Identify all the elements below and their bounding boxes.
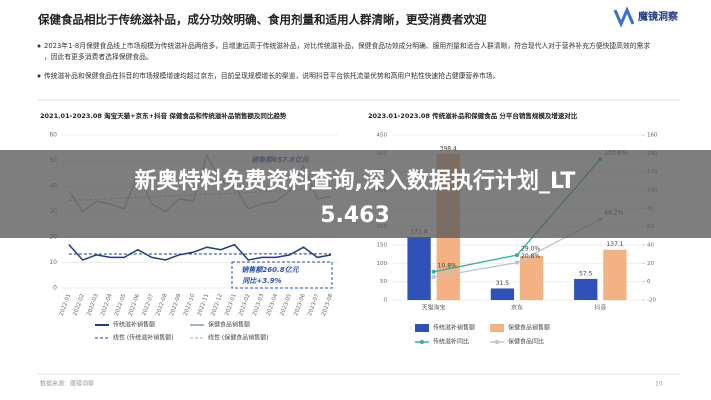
legend-dot [420, 340, 424, 344]
data-label: 29.0% [521, 246, 540, 253]
legend-label: 传统滋补销售额 [113, 321, 155, 329]
legend-label: 线性 (保健食品销售额) [208, 334, 269, 342]
legend-label: 线性 (传统滋补销售额) [113, 334, 174, 342]
chart-title: 2023.01-2023.08 传统滋补品和保健食品 分平台销售规模及增速对比 [368, 111, 578, 120]
y2-tick-label: 0 [647, 279, 651, 285]
line-point [515, 260, 519, 265]
line-point [515, 253, 519, 258]
legend-swatch [490, 324, 504, 332]
data-label: 31.5 [496, 280, 510, 287]
banner-bg [0, 150, 711, 238]
legend-label: 传统滋补同比 [433, 338, 469, 346]
legend-label: 保健食品同比 [508, 338, 544, 346]
y-tick-label: 0 [384, 298, 388, 304]
data-label: 10.8% [438, 262, 457, 269]
data-line [68, 243, 332, 261]
bar [490, 288, 515, 300]
y2-tick-label: 160 [647, 133, 658, 139]
bullet: 2023年1-8月保健食品线上市场规模为传统滋补品两倍多，且增速远高于传统滋补品… [44, 41, 650, 61]
data-label: 20.8% [521, 253, 540, 260]
legend-label: 传统滋补销售额 [433, 324, 475, 332]
banner-text: 新奥特料免费资料查询,深入数据执行计划_LT 5.463 [135, 168, 576, 228]
line-point [431, 269, 436, 274]
y-tick-label: 450 [377, 133, 388, 139]
y-tick-label: 50 [380, 279, 387, 285]
y2-tick-label: 40 [647, 243, 654, 249]
bullet-dot [37, 74, 41, 78]
x-tick-label: 京东 [511, 304, 523, 312]
y-tick-label: 60 [49, 132, 57, 139]
line-point [431, 275, 436, 280]
y-tick-label: 0 [53, 285, 57, 292]
y2-tick-label: 20 [647, 261, 654, 267]
annotation: 同比+3.9% [242, 277, 281, 285]
legend-label: 保健食品销售额 [208, 321, 250, 329]
slide-title: 保健食品相比于传统滋补品，成分功效明确、食用剂量和适用人群清晰，更受消费者欢迎 [37, 13, 487, 27]
x-tick-label: 抖音 [594, 304, 606, 312]
y2-tick-label: -20 [647, 298, 656, 304]
chart-title: 2021.01-2023.08 淘宝天猫+京东+抖音 保健食品和传统滋补品销售额… [40, 111, 287, 120]
data-label: 137.1 [606, 241, 623, 248]
y-tick-label: 10 [49, 259, 57, 266]
bar [407, 237, 431, 300]
bar [574, 278, 598, 300]
bullet-dot [37, 44, 41, 48]
annotation-box [231, 261, 333, 289]
y-tick-label: 100 [377, 261, 388, 267]
bar [603, 249, 627, 300]
legend-swatch [415, 324, 429, 332]
annotation: 销售额260.8亿元 [241, 265, 299, 274]
logo-icon [613, 6, 635, 28]
bar [519, 256, 544, 300]
legend-dot [495, 340, 499, 344]
data-label: 57.5 [579, 270, 593, 277]
legend-label: 保健食品销售额 [508, 324, 550, 332]
bullet: 传统滋补品和保健食品在抖音的市场规模增速均超过京东，目前呈现规模增长的渠道，说明… [44, 71, 499, 80]
page-number: 10 [655, 381, 663, 388]
x-tick-label: 天猫淘宝 [422, 304, 446, 312]
data-label: 398.4 [440, 145, 457, 152]
logo-text: 魔镜洞察 [638, 10, 679, 23]
footer-source: 数据来源：魔镜洞察 [40, 380, 94, 388]
y-tick-label: 150 [377, 243, 388, 249]
